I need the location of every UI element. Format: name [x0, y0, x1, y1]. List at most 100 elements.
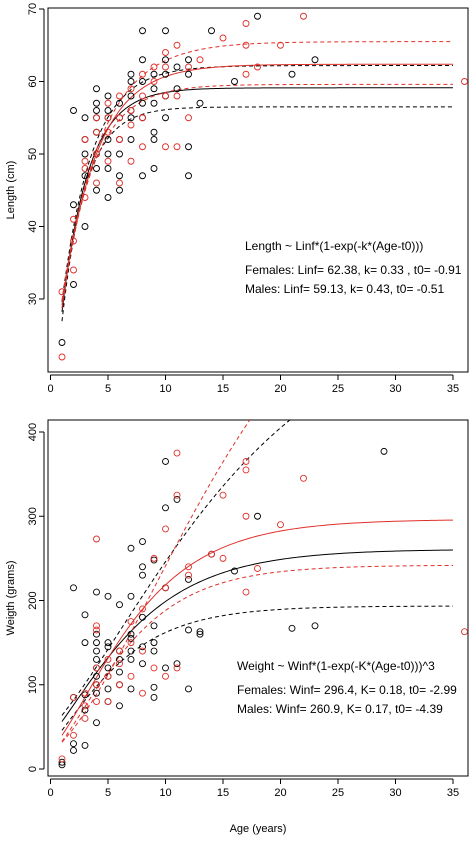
length-females-point	[93, 179, 100, 187]
length-males-ci-curve	[61, 65, 453, 302]
weight-males-point	[196, 630, 204, 638]
length-females-point	[116, 136, 123, 143]
length-males-point	[58, 339, 66, 346]
weight-females-point	[70, 731, 77, 739]
length-females-point	[242, 20, 250, 27]
weight-females-point	[104, 698, 112, 706]
weight-males-point	[93, 656, 100, 663]
weight-females-point	[185, 571, 192, 579]
length-females-point	[150, 78, 158, 85]
length-males-point	[93, 186, 100, 194]
weight-males-point	[93, 719, 100, 727]
weight-males-point	[70, 747, 77, 754]
length-males-point	[150, 165, 158, 172]
length-females-point	[93, 150, 100, 158]
length-males-point	[150, 99, 158, 107]
weight-males-point	[70, 740, 77, 748]
weight-females-point	[254, 565, 261, 572]
length-females-params: Females: Linf= 62.38, k= 0.33 , t0= -0.9…	[245, 263, 462, 277]
length-males-point	[93, 165, 100, 172]
weight-y-tick-label: 200	[27, 591, 39, 609]
weight-females-point	[58, 755, 66, 763]
length-females-point	[173, 92, 181, 100]
length-males-point	[104, 150, 112, 158]
length-females-point	[162, 92, 169, 100]
weight-males-point	[185, 575, 192, 583]
length-males-point	[231, 78, 238, 85]
length-model-formula: Length ~ Linf*(1-exp(-k*(Age-t0)))	[245, 239, 423, 253]
length-females-point	[242, 41, 250, 49]
weight-females-point	[93, 535, 100, 543]
weight-females-point	[81, 715, 89, 722]
length-females-point	[254, 63, 261, 71]
weight-males-point	[104, 643, 112, 651]
length-females-point	[139, 92, 146, 100]
weight-males-point	[81, 611, 89, 619]
length-males-point	[81, 223, 89, 230]
length-females-point	[162, 63, 169, 71]
weight-females-ci-curve	[61, 420, 251, 743]
length-y-ticks: 30 40 50 60 70	[27, 3, 45, 305]
length-females-point	[185, 114, 192, 122]
weight-panel: 0 5 10 15 20 25 30 35 0 100 200 300 400 Weigth (gra…	[5, 419, 469, 835]
length-females-point	[116, 92, 123, 100]
weight-females-point	[127, 618, 135, 626]
length-females-ci-curve	[61, 83, 453, 309]
length-females-point	[104, 114, 112, 122]
length-females-point	[81, 136, 89, 143]
length-females-point	[185, 63, 192, 71]
weight-males-point	[127, 592, 135, 600]
weight-females-point	[242, 466, 250, 474]
weight-females-point	[81, 702, 89, 710]
length-males-point	[139, 56, 146, 64]
length-males-point	[70, 107, 77, 114]
weight-females-point	[219, 491, 227, 499]
length-males-point	[150, 128, 158, 136]
length-females-point	[162, 49, 169, 56]
length-males-point	[127, 136, 135, 143]
weight-males-point	[150, 683, 158, 691]
length-y-tick-label: 30	[27, 293, 39, 305]
length-females-point	[93, 114, 100, 122]
weight-x-tick-label: 5	[105, 787, 111, 799]
weight-males-point	[150, 622, 158, 630]
length-females-point	[139, 143, 146, 151]
weight-males-point	[162, 458, 169, 465]
length-females-point	[127, 107, 135, 114]
weight-model-formula: Weight ~ Winf*(1-exp(-K*(Age-t0)))^3	[237, 659, 435, 673]
length-females-point	[219, 34, 227, 42]
length-y-tick-label: 70	[27, 3, 39, 15]
length-females-point	[58, 353, 66, 361]
length-males-ci-curve	[61, 106, 453, 322]
length-males-point	[311, 56, 319, 64]
weight-females-point	[139, 647, 146, 655]
length-males-point	[81, 114, 89, 122]
weight-females-point	[185, 563, 192, 571]
weight-males-point	[116, 656, 123, 663]
weight-males-point	[81, 706, 89, 714]
length-males-point	[288, 70, 296, 78]
weight-females-point	[127, 639, 135, 647]
weight-females-point	[93, 626, 100, 634]
length-x-tick-label: 10	[159, 383, 171, 395]
length-x-tick-label: 30	[389, 383, 401, 395]
weight-females-point	[242, 588, 250, 596]
weight-females-point	[173, 449, 181, 457]
weight-males-point	[104, 664, 112, 672]
weight-females-point	[139, 605, 146, 613]
length-males-point	[104, 136, 112, 143]
weight-x-tick-label: 20	[274, 787, 286, 799]
length-males-point	[150, 136, 158, 143]
weight-females-point	[116, 681, 123, 689]
weight-x-tick-label: 30	[389, 787, 401, 799]
weight-males-point	[162, 504, 169, 512]
length-females-point	[104, 99, 112, 107]
length-y-tick-label: 50	[27, 148, 39, 160]
weight-females-point	[219, 554, 227, 562]
length-males-point	[162, 56, 169, 64]
length-females-point	[104, 128, 112, 136]
weight-males-fit-curve	[61, 549, 454, 722]
length-males-point	[185, 143, 192, 151]
weight-females-params: Females: Winf= 296.4, K= 0.18, t0= -2.99	[237, 683, 457, 697]
length-x-ticks: 0 5 10 15 20 25 30 35	[47, 374, 459, 395]
